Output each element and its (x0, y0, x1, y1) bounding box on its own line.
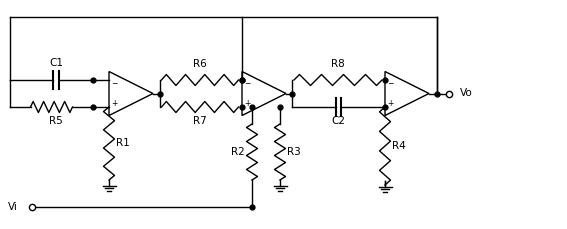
Text: R6: R6 (193, 59, 207, 69)
Text: R5: R5 (49, 116, 62, 126)
Text: −: − (387, 79, 393, 88)
Text: Vi: Vi (8, 202, 18, 212)
Text: +: + (387, 99, 393, 108)
Text: R2: R2 (231, 147, 245, 157)
Text: R8: R8 (331, 59, 345, 69)
Text: R3: R3 (287, 147, 301, 157)
Text: +: + (244, 99, 251, 108)
Text: −: − (244, 79, 251, 88)
Text: C1: C1 (49, 58, 63, 68)
Text: C2: C2 (332, 116, 345, 126)
Text: −: − (111, 79, 118, 88)
Text: +: + (111, 99, 118, 108)
Text: R1: R1 (116, 139, 130, 148)
Text: Vo: Vo (460, 88, 473, 98)
Text: R7: R7 (193, 116, 207, 126)
Text: R4: R4 (392, 141, 406, 151)
